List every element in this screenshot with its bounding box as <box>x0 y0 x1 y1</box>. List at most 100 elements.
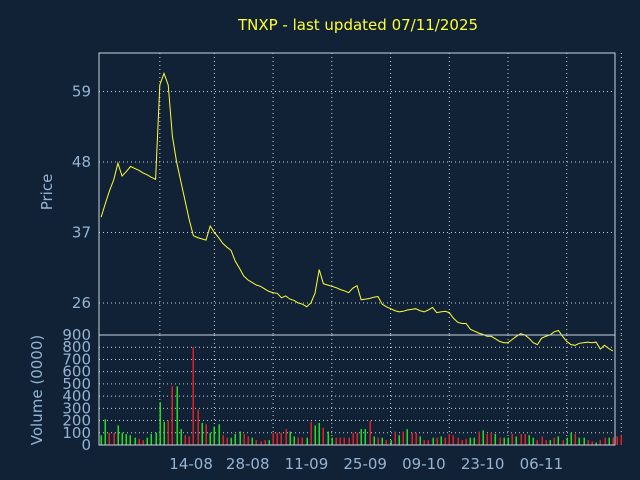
price-y-tick-label: 26 <box>72 294 91 312</box>
volume-bar <box>234 434 236 445</box>
volume-bar <box>578 437 580 445</box>
volume-bar <box>310 421 312 445</box>
volume-y-tick-label: 400 <box>62 387 91 405</box>
x-tick-label: 25-09 <box>343 455 387 473</box>
volume-bar <box>100 435 102 445</box>
volume-bar <box>297 437 299 445</box>
price-y-axis-label: Price <box>38 174 56 211</box>
volume-bar <box>587 440 589 445</box>
volume-bar <box>608 437 610 445</box>
volume-bar <box>620 435 622 445</box>
volume-bar <box>562 440 564 445</box>
volume-bar <box>364 429 366 445</box>
volume-bar <box>373 436 375 445</box>
volume-y-tick-label: 0 <box>81 436 91 454</box>
volume-bars <box>100 347 622 445</box>
volume-y-tick-label: 300 <box>62 399 91 417</box>
volume-bar <box>616 436 618 445</box>
volume-bar <box>532 437 534 445</box>
volume-bar <box>490 432 492 445</box>
x-tick-label: 09-10 <box>402 455 446 473</box>
volume-bar <box>541 436 543 445</box>
volume-bar <box>419 436 421 445</box>
volume-y-tick-label: 900 <box>62 326 91 344</box>
volume-bar <box>239 431 241 445</box>
volume-bar <box>113 432 115 445</box>
volume-bar <box>402 431 404 445</box>
volume-bar <box>117 425 119 445</box>
volume-bar <box>448 434 450 445</box>
x-tick-label: 14-08 <box>169 455 213 473</box>
price-y-tick-label: 59 <box>72 82 91 100</box>
price-panel-frame <box>98 52 616 336</box>
volume-y-tick-label: 500 <box>62 375 91 393</box>
volume-bar <box>188 436 190 445</box>
volume-bar <box>398 435 400 445</box>
volume-bar <box>104 419 106 445</box>
volume-bar <box>549 440 551 445</box>
volume-bar <box>159 402 161 445</box>
volume-bar <box>129 435 131 445</box>
volume-bar <box>595 442 597 445</box>
volume-bar <box>167 420 169 445</box>
volume-bar <box>343 437 345 445</box>
volume-bar <box>260 441 262 445</box>
volume-bar <box>197 409 199 445</box>
volume-bar <box>318 423 320 445</box>
volume-bar <box>553 437 555 445</box>
volume-bar <box>272 432 274 445</box>
volume-bar <box>352 432 354 445</box>
volume-bar <box>331 437 333 445</box>
volume-bar <box>473 437 475 445</box>
x-tick-label: 11-09 <box>285 455 329 473</box>
volume-bar <box>520 434 522 445</box>
volume-bar <box>138 438 140 445</box>
volume-bar <box>436 437 438 445</box>
volume-bar <box>150 434 152 445</box>
volume-y-axis-label: Volume (0000) <box>28 335 46 445</box>
volume-bar <box>184 435 186 445</box>
volume-bar <box>469 437 471 445</box>
volume-bar <box>213 426 215 445</box>
volume-bar <box>327 431 329 445</box>
volume-bar <box>528 435 530 445</box>
volume-bar <box>348 437 350 445</box>
volume-bar <box>360 429 362 445</box>
volume-bar <box>499 437 501 445</box>
volume-bar <box>377 437 379 445</box>
volume-bar <box>209 432 211 445</box>
volume-bar <box>415 432 417 445</box>
volume-bar <box>301 437 303 445</box>
volume-bar <box>255 440 257 445</box>
price-y-tick-label: 48 <box>72 153 91 171</box>
volume-bar <box>440 436 442 445</box>
volume-bar <box>536 440 538 445</box>
volume-bar <box>427 440 429 445</box>
volume-bar <box>604 437 606 445</box>
volume-bar <box>264 440 266 445</box>
volume-bar <box>226 437 228 445</box>
volume-bar <box>251 437 253 445</box>
volume-bar <box>461 440 463 445</box>
volume-bar <box>280 432 282 445</box>
volume-bar <box>570 432 572 445</box>
volume-y-tick-label: 600 <box>62 363 91 381</box>
volume-bar <box>243 434 245 445</box>
volume-bar <box>432 437 434 445</box>
price-series-line <box>100 72 614 352</box>
volume-bar <box>171 386 173 445</box>
volume-bar <box>314 425 316 445</box>
volume-bar <box>335 437 337 445</box>
volume-bar <box>482 430 484 445</box>
volume-bar <box>557 436 559 445</box>
volume-bar <box>285 429 287 445</box>
price-y-tick-labels: 26 37 48 59 <box>72 82 91 312</box>
volume-bar <box>444 437 446 445</box>
volume-bar <box>121 432 123 445</box>
volume-bar <box>394 431 396 445</box>
volume-bar <box>146 437 148 445</box>
volume-bar <box>306 437 308 445</box>
x-tick-label: 23-10 <box>461 455 505 473</box>
